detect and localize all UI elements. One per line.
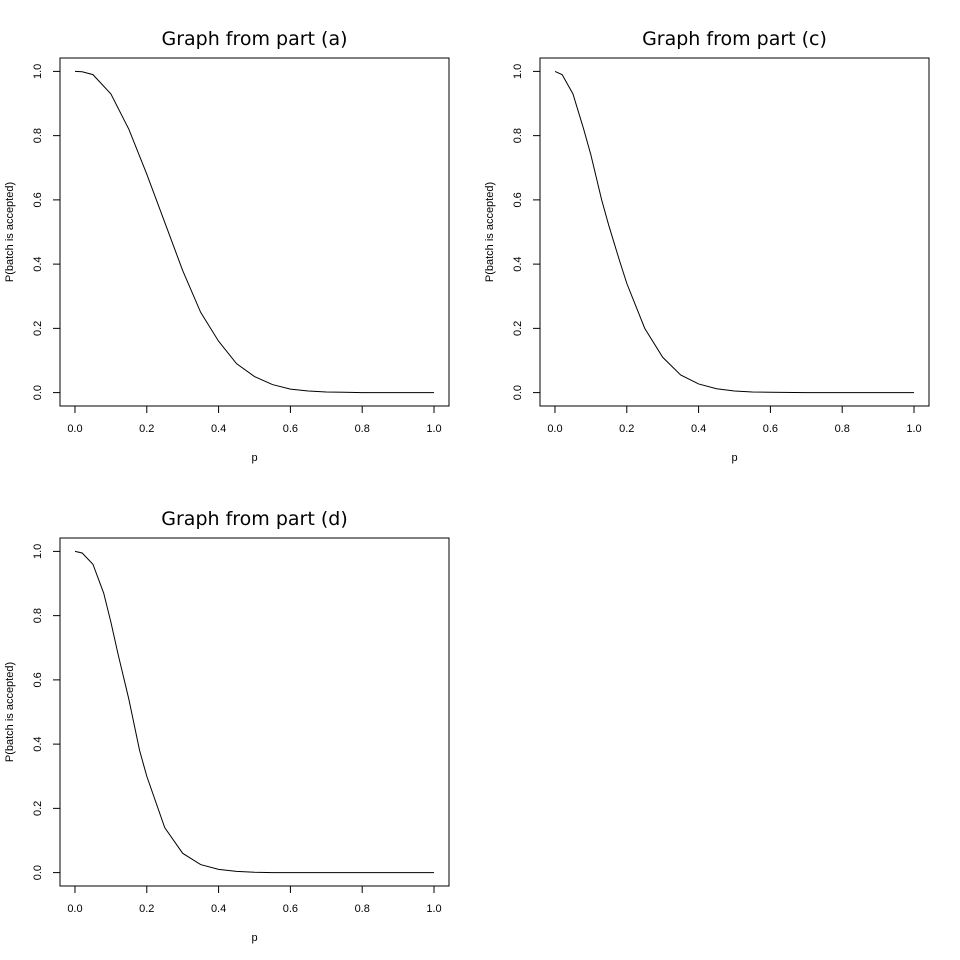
chart-title: Graph from part (a) (161, 28, 347, 50)
x-tick-label: 0.8 (355, 423, 370, 435)
x-tick-label: 0.4 (691, 423, 706, 435)
plot-frame (539, 57, 930, 407)
x-tick-label: 0.8 (835, 423, 850, 435)
x-tick-label: 0.0 (67, 903, 82, 915)
y-axis-label: P(batch is accepted) (4, 662, 16, 762)
plot-frame (59, 537, 450, 887)
y-tick-label: 0.6 (32, 672, 44, 687)
x-tick-label: 0.6 (283, 423, 298, 435)
chart-title: Graph from part (d) (161, 508, 347, 530)
x-tick-label: 0.8 (355, 903, 370, 915)
y-tick-label: 0.4 (32, 736, 44, 751)
y-tick-label: 0.0 (512, 385, 524, 400)
x-tick-label: 0.6 (283, 903, 298, 915)
x-axis-label: p (731, 452, 737, 464)
y-tick-label: 0.4 (512, 256, 524, 271)
y-axis-label: P(batch is accepted) (484, 182, 496, 282)
plot-frame (59, 57, 450, 407)
y-tick-label: 0.8 (32, 128, 44, 143)
x-tick-label: 1.0 (906, 423, 921, 435)
y-tick-label: 0.2 (32, 321, 44, 336)
y-tick-label: 0.8 (32, 608, 44, 623)
x-axis-label: p (251, 932, 257, 944)
y-tick-label: 1.0 (32, 64, 44, 79)
y-tick-label: 0.0 (32, 385, 44, 400)
chart-title: Graph from part (c) (642, 28, 827, 50)
x-tick-label: 0.2 (139, 903, 154, 915)
x-tick-label: 1.0 (426, 423, 441, 435)
series-line (74, 70, 435, 394)
y-tick-label: 1.0 (32, 544, 44, 559)
y-tick-label: 0.6 (512, 192, 524, 207)
y-tick-label: 0.8 (512, 128, 524, 143)
series-line (74, 550, 435, 874)
x-tick-label: 0.0 (67, 423, 82, 435)
y-tick-label: 0.4 (32, 256, 44, 271)
x-axis-label: p (251, 452, 257, 464)
x-tick-label: 1.0 (426, 903, 441, 915)
y-tick-label: 0.2 (512, 321, 524, 336)
y-tick-label: 0.0 (32, 865, 44, 880)
x-tick-label: 0.2 (139, 423, 154, 435)
series-line (554, 70, 915, 394)
x-tick-label: 0.0 (547, 423, 562, 435)
y-axis-label: P(batch is accepted) (4, 182, 16, 282)
x-tick-label: 0.2 (619, 423, 634, 435)
x-tick-label: 0.4 (211, 423, 226, 435)
y-tick-label: 0.6 (32, 192, 44, 207)
y-tick-label: 1.0 (512, 64, 524, 79)
x-tick-label: 0.4 (211, 903, 226, 915)
y-tick-label: 0.2 (32, 801, 44, 816)
x-tick-label: 0.6 (763, 423, 778, 435)
